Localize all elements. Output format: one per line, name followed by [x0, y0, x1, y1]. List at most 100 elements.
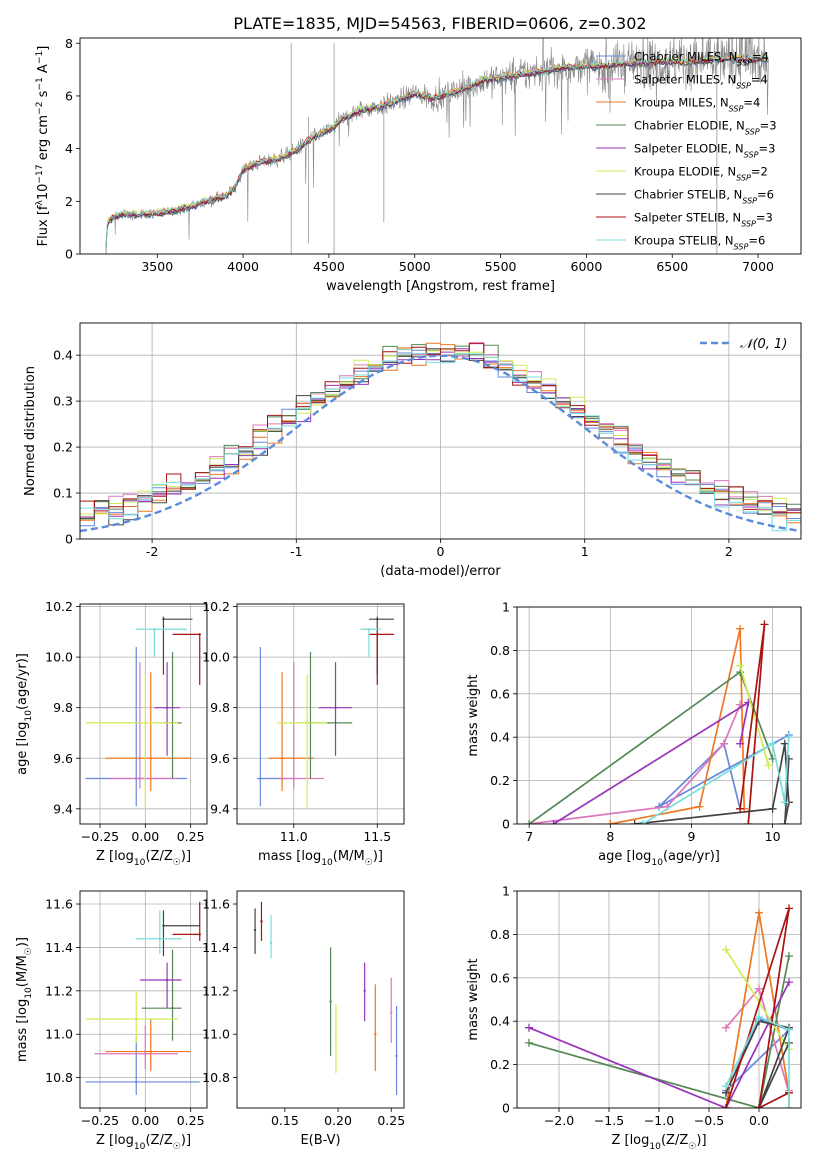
data-point — [305, 721, 309, 725]
data-point — [253, 928, 257, 932]
x-tick-label: 0.15 — [271, 1113, 299, 1128]
weight-marker — [736, 661, 745, 670]
data-point — [260, 920, 263, 923]
legend-label-part: Salpeter ELODIE, N — [634, 142, 744, 156]
y-tick-label: 10.0 — [45, 650, 73, 665]
y-axis-label-part: Flux [f — [36, 205, 51, 246]
weight-marker — [736, 804, 745, 813]
x-axis-label-part: Z [log — [96, 849, 134, 864]
data-point — [149, 757, 152, 760]
data-point — [144, 721, 147, 725]
weight-marker — [525, 1023, 533, 1032]
x-axis-label-part: (Z/Z — [145, 1133, 172, 1148]
weight-marker — [755, 984, 763, 993]
y-tick-label: 11.6 — [202, 897, 230, 912]
weight-line — [610, 628, 746, 824]
y-tick-label: 0.8 — [490, 643, 510, 658]
data-point — [292, 777, 295, 780]
y-axis-label-part: 10 — [24, 710, 34, 722]
x-tick-label: −1.5 — [594, 1113, 624, 1128]
data-point — [198, 933, 201, 936]
x-axis-label-part: )] — [181, 849, 191, 864]
x-axis-label-part: Z [log — [96, 1133, 134, 1148]
x-axis-label-part: 10 — [321, 858, 333, 868]
weight-marker — [722, 1082, 730, 1091]
x-tick-label: 10 — [765, 829, 781, 844]
x-axis-label-part: (age/yr)] — [663, 849, 720, 864]
x-tick-label: 5000 — [399, 259, 431, 274]
y-tick-label: 10.8 — [202, 1070, 230, 1085]
legend-label: Kroupa STELIB, NSSP=6 — [634, 234, 765, 252]
y-tick-label: 0.2 — [490, 773, 510, 788]
axes-frame — [79, 37, 802, 255]
legend-label-part: =4 — [752, 50, 769, 64]
weight-marker — [780, 798, 789, 807]
y-tick-label: 8 — [65, 36, 73, 51]
y-tick-label: 11.6 — [45, 897, 73, 912]
y-axis-label-part: ☉ — [24, 947, 34, 955]
data-point — [198, 633, 201, 636]
y-tick-label: 11.4 — [202, 940, 230, 955]
x-axis-label-part: (M/M — [333, 849, 365, 864]
weight-marker — [784, 733, 793, 742]
legend-label-part: =6 — [748, 234, 765, 248]
histogram-kroupa-stelib — [80, 348, 801, 532]
legend-label-part: SSP — [741, 219, 756, 228]
plot-area-age-Z — [80, 604, 207, 824]
weight-marker — [784, 754, 793, 763]
legend-label-part: =6 — [757, 188, 774, 202]
y-axis-label-part: 10 — [24, 987, 34, 999]
legend-label-part: SSP — [742, 196, 757, 205]
y-tick-label: 1 — [502, 884, 510, 899]
x-tick-label: 7000 — [742, 259, 774, 274]
data-point — [135, 1080, 138, 1084]
data-point — [334, 1033, 338, 1036]
legend-label-part: =4 — [743, 96, 760, 110]
y-axis-label: mass weight — [466, 674, 481, 756]
data-point — [395, 1054, 398, 1058]
weight-line — [553, 700, 750, 824]
x-axis-label: age [log10(age/yr)] — [598, 849, 720, 868]
legend-label-part: =3 — [758, 142, 775, 156]
legend-label: Kroupa MILES, NSSP=4 — [634, 96, 760, 114]
x-tick-label: 0.00 — [131, 1113, 159, 1128]
x-axis-label: wavelength [Angstrom, rest frame] — [326, 279, 555, 294]
legend-label-part: Salpeter MILES, N — [634, 73, 736, 87]
axes-frame — [79, 890, 208, 1109]
y-tick-label: 6 — [65, 88, 73, 103]
axes-frame — [79, 322, 802, 540]
data-point — [165, 706, 169, 709]
weight-line — [658, 734, 790, 810]
y-tick-label: 0.4 — [53, 348, 73, 363]
y-axis-label-part: −1 — [35, 51, 45, 64]
legend-label-part: =4 — [751, 73, 768, 87]
x-tick-label: -2 — [146, 544, 158, 559]
y-axis-label-part: −17 — [35, 164, 45, 183]
data-point — [162, 617, 165, 621]
data-point — [376, 633, 379, 636]
legend-label-part: SSP — [729, 104, 744, 113]
legend-label-part: Kroupa MILES, N — [634, 96, 729, 110]
y-tick-label: 0.4 — [490, 730, 510, 745]
data-point — [367, 628, 371, 631]
x-tick-label: 5500 — [485, 259, 517, 274]
x-tick-label: −0.25 — [81, 1113, 119, 1128]
weight-marker — [638, 820, 647, 824]
data-point — [374, 1033, 377, 1036]
legend-label: 𝒩(0, 1) — [740, 337, 787, 352]
x-tick-label: 0 — [437, 544, 445, 559]
x-tick-label: 0.20 — [324, 1113, 352, 1128]
weight-marker — [722, 1023, 730, 1032]
weight-marker — [736, 624, 745, 633]
legend-label-part: SSP — [734, 242, 749, 251]
weight-line — [528, 670, 774, 824]
y-axis-label: Normed distribution — [23, 366, 38, 496]
y-axis-label: age [log10(age/yr)] — [15, 653, 34, 775]
panel-mass-ebv: 0.15 0.20 0.25 10.8 11.0 11.2 11.4 11.6 E(B-V) — [202, 890, 405, 1148]
model-line-chabrier-miles — [105, 56, 769, 254]
x-tick-label: 0.00 — [131, 829, 159, 844]
weight-marker — [525, 820, 534, 824]
y-tick-label: 11.2 — [202, 983, 230, 998]
model-line-salpeter-miles — [105, 55, 768, 254]
legend-label: Salpeter STELIB, NSSP=3 — [634, 211, 773, 229]
